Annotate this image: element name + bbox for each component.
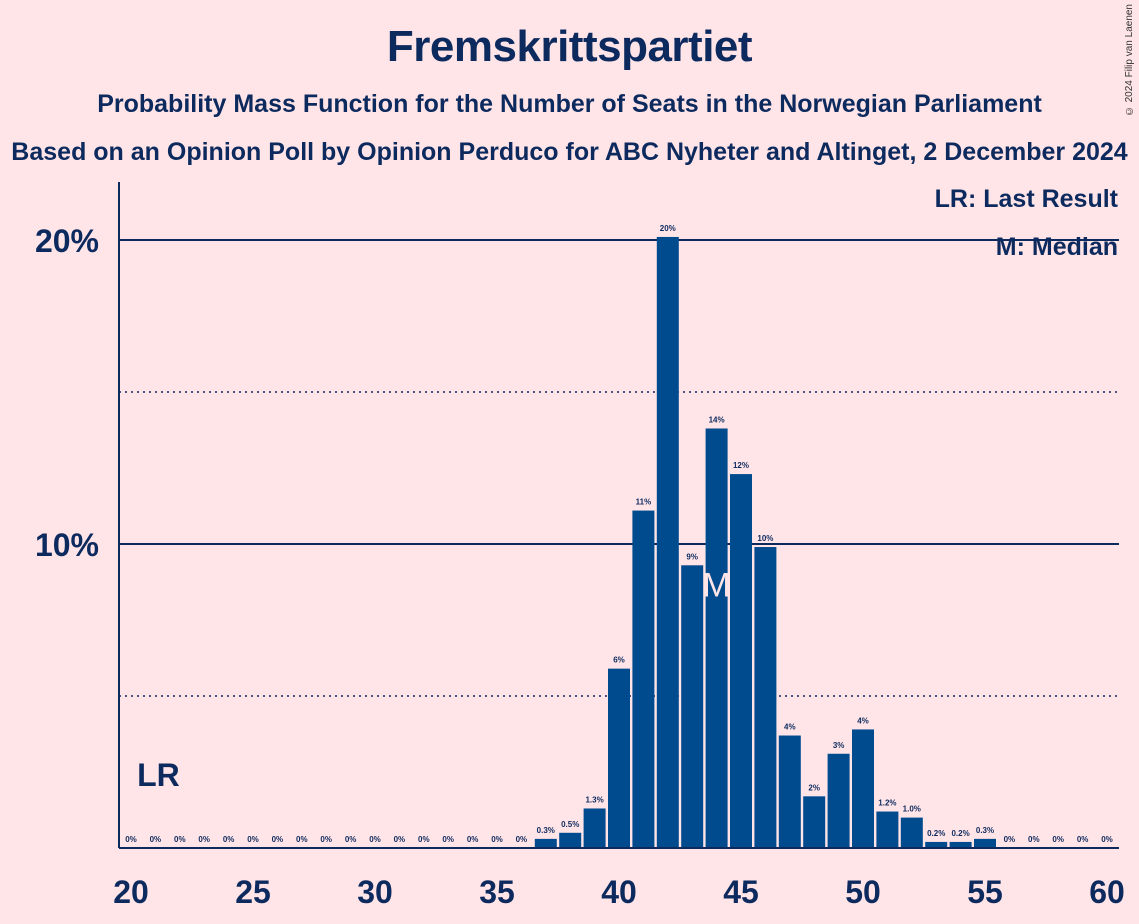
x-tick-label: 55: [967, 874, 1003, 910]
bar-value-label: 0%: [1028, 835, 1040, 844]
bar-value-label: 0%: [491, 835, 503, 844]
x-tick-label: 60: [1089, 874, 1125, 910]
seat-bar: [583, 808, 606, 848]
seat-bar: [949, 841, 972, 848]
median-marker: M: [702, 566, 730, 604]
bar-value-label: 6%: [613, 656, 625, 665]
bar-value-label: 0%: [418, 835, 430, 844]
seat-bar: [778, 735, 801, 848]
bar-value-label: 14%: [709, 415, 725, 424]
bar-value-label: 0%: [150, 835, 162, 844]
bar-value-label: 20%: [660, 224, 676, 233]
x-tick-label: 40: [601, 874, 637, 910]
seat-bar: [681, 565, 704, 848]
bar-value-label: 4%: [857, 716, 869, 725]
seat-bar: [852, 729, 874, 848]
seat-bar: [705, 428, 728, 848]
seat-bar: [534, 838, 557, 848]
x-tick-label: 20: [113, 874, 149, 910]
x-tick-label: 25: [235, 874, 271, 910]
chart-subtitle-source: Based on an Opinion Poll by Opinion Perd…: [11, 138, 1128, 166]
bar-value-label: 0%: [1077, 835, 1089, 844]
bar-value-label: 0.5%: [561, 820, 579, 829]
legend-last-result: LR: Last Result: [934, 185, 1118, 213]
bar-value-label: 0%: [1004, 835, 1016, 844]
bar-value-label: 0%: [467, 835, 479, 844]
chart-subtitle: Probability Mass Function for the Number…: [97, 90, 1042, 118]
x-tick-label: 45: [723, 874, 759, 910]
bar-value-label: 0%: [345, 835, 357, 844]
bar-value-label: 0%: [1052, 835, 1064, 844]
bar-value-label: 10%: [757, 534, 773, 543]
seat-bar: [632, 510, 655, 848]
x-tick-label: 30: [357, 874, 393, 910]
legend-median: M: Median: [995, 233, 1118, 261]
x-tick-label: 35: [479, 874, 515, 910]
y-tick-label: 10%: [35, 527, 99, 563]
bar-value-label: 0%: [296, 835, 308, 844]
bar-value-label: 0%: [442, 835, 454, 844]
bar-value-label: 0%: [174, 835, 186, 844]
bar-value-label: 11%: [636, 498, 652, 507]
bar-value-label: 0%: [223, 835, 235, 844]
bar-value-label: 0%: [272, 835, 284, 844]
y-tick-label: 20%: [35, 223, 99, 259]
seat-bar: [608, 668, 630, 848]
bar-value-label: 0%: [516, 835, 528, 844]
bar-value-label: 0.2%: [951, 829, 969, 838]
seat-bar: [656, 236, 679, 848]
bar-value-label: 0%: [394, 835, 406, 844]
seat-bar: [803, 796, 826, 848]
seat-bar: [925, 841, 948, 848]
x-tick-label: 50: [845, 874, 881, 910]
seat-bar: [876, 811, 899, 848]
bar-value-label: 9%: [686, 552, 698, 561]
bar-value-label: 2%: [808, 783, 820, 792]
bar-value-label: 1.0%: [903, 805, 921, 814]
seat-bar: [754, 547, 777, 848]
seat-bar: [730, 474, 752, 848]
bar-value-label: 4%: [784, 723, 796, 732]
last-result-marker: LR: [137, 757, 180, 793]
bar-value-label: 0%: [320, 835, 332, 844]
seat-bar: [974, 838, 996, 848]
bar-value-label: 0.3%: [976, 826, 994, 835]
bar-value-label: 0%: [125, 835, 137, 844]
bar-value-label: 0%: [1101, 835, 1113, 844]
bar-value-label: 0.2%: [927, 829, 945, 838]
bar-value-label: 1.2%: [878, 799, 896, 808]
seat-bar: [900, 817, 923, 848]
bar-value-label: 0%: [198, 835, 210, 844]
bar-value-label: 3%: [833, 741, 845, 750]
bar-value-label: 0%: [369, 835, 381, 844]
bar-value-label: 1.3%: [585, 795, 603, 804]
bar-value-label: 0%: [247, 835, 259, 844]
bar-value-label: 0.3%: [537, 826, 555, 835]
chart-title: Fremskrittspartiet: [386, 22, 753, 71]
seat-bar: [559, 832, 582, 848]
bar-value-label: 12%: [733, 461, 749, 470]
seat-bar: [827, 753, 850, 848]
